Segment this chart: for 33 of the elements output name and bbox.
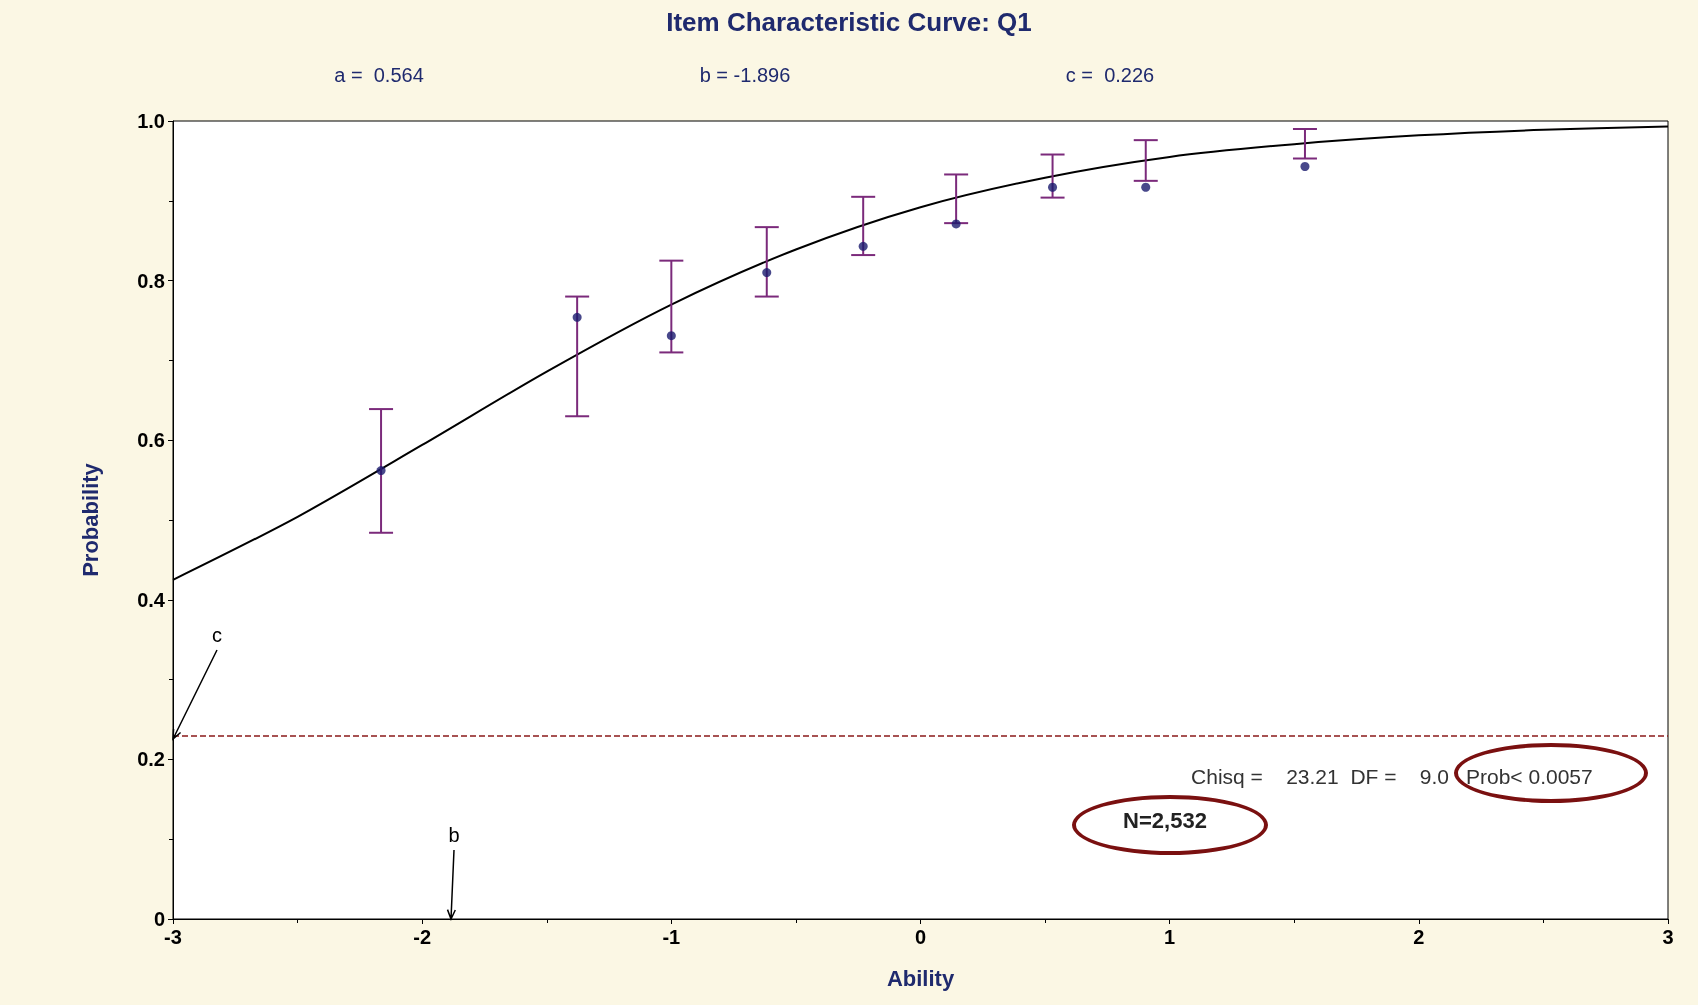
y-tick-label: 1.0 — [137, 110, 165, 132]
x-tick-label: 2 — [1413, 926, 1425, 948]
annotation: b — [447, 824, 461, 847]
y-tick-label: 0 — [153, 908, 165, 930]
x-axis-title: Ability — [886, 965, 955, 991]
point — [376, 466, 386, 476]
text: c = 0.226 — [1065, 64, 1155, 86]
x-tick-label: -3 — [164, 926, 182, 948]
point — [1048, 182, 1058, 192]
annotation: N=2,532 — [1123, 807, 1207, 833]
y-tick-label: 0.8 — [137, 269, 165, 292]
point — [762, 268, 772, 278]
y-tick-label: 0.4 — [137, 588, 166, 611]
point — [666, 331, 676, 341]
x-tick-label: 1 — [1164, 926, 1176, 948]
y-axis-title: Probability — [77, 462, 103, 577]
x-tick-label: 0 — [914, 926, 927, 948]
y-tick-label: 0.2 — [137, 748, 165, 771]
point — [1141, 182, 1151, 192]
text: b = -1.896 — [699, 64, 791, 86]
text: a = 0.564 — [334, 64, 424, 86]
point — [1300, 161, 1310, 171]
chart-title: Item Characteristic Curve: Q1 — [666, 7, 1032, 37]
y-tick-label: 0.6 — [137, 429, 165, 452]
point — [951, 219, 961, 229]
annotation: Chisq = 23.21 DF = 9.0 — [1191, 764, 1449, 788]
x-tick-label: 3 — [1662, 926, 1674, 948]
point — [858, 241, 868, 251]
x-tick-label: -2 — [413, 926, 432, 948]
annotation: Prob< 0.0057 — [1466, 764, 1593, 788]
point — [572, 312, 582, 322]
annotation: c — [211, 623, 223, 647]
x-tick-label: -1 — [662, 926, 681, 948]
